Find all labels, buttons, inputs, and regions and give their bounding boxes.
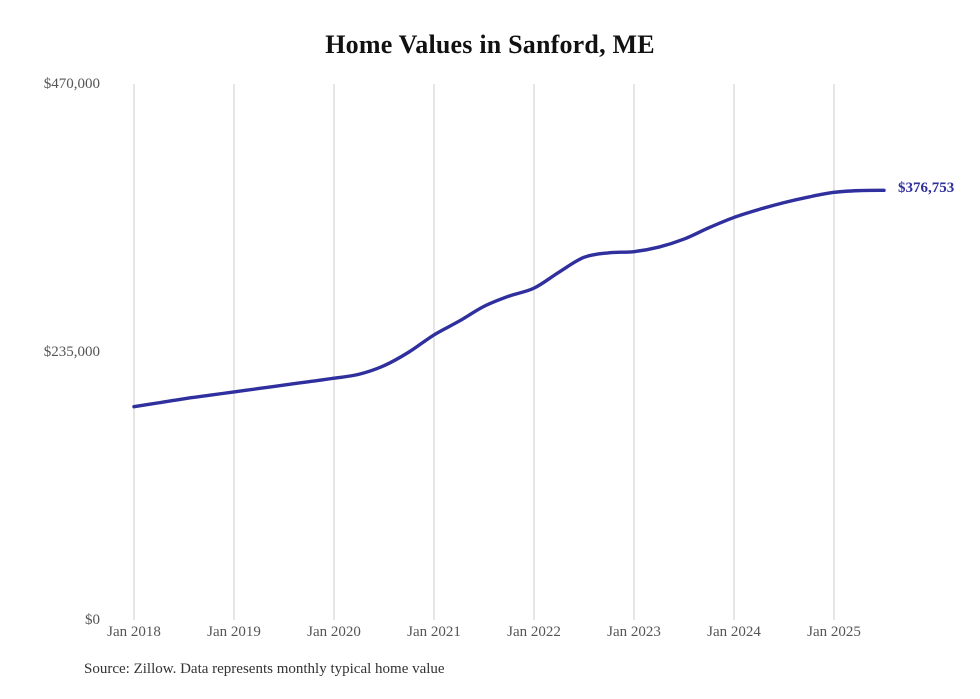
x-tick-label-jan-2023: Jan 2023 — [607, 624, 661, 640]
source-note: Source: Zillow. Data represents monthly … — [84, 661, 445, 677]
data-line-typical-home-value — [132, 188, 886, 409]
gridlines — [133, 84, 835, 620]
end-value-label: $376,753 — [898, 180, 955, 197]
x-tick-label-jan-2019: Jan 2019 — [207, 624, 261, 640]
x-tick-label-jan-2022: Jan 2022 — [507, 624, 561, 640]
x-tick-label-jan-2021: Jan 2021 — [407, 624, 461, 640]
chart-title: Home Values in Sanford, ME — [325, 30, 655, 59]
x-tick-label-jan-2020: Jan 2020 — [307, 624, 361, 640]
y-tick-label-0: $0 — [85, 612, 100, 628]
x-tick-label-jan-2018: Jan 2018 — [107, 624, 161, 640]
y-tick-label-470000: $470,000 — [43, 76, 100, 92]
y-tick-label-235000: $235,000 — [43, 344, 100, 360]
x-tick-label-jan-2025: Jan 2025 — [807, 624, 861, 640]
x-tick-label-jan-2024: Jan 2024 — [707, 624, 761, 640]
